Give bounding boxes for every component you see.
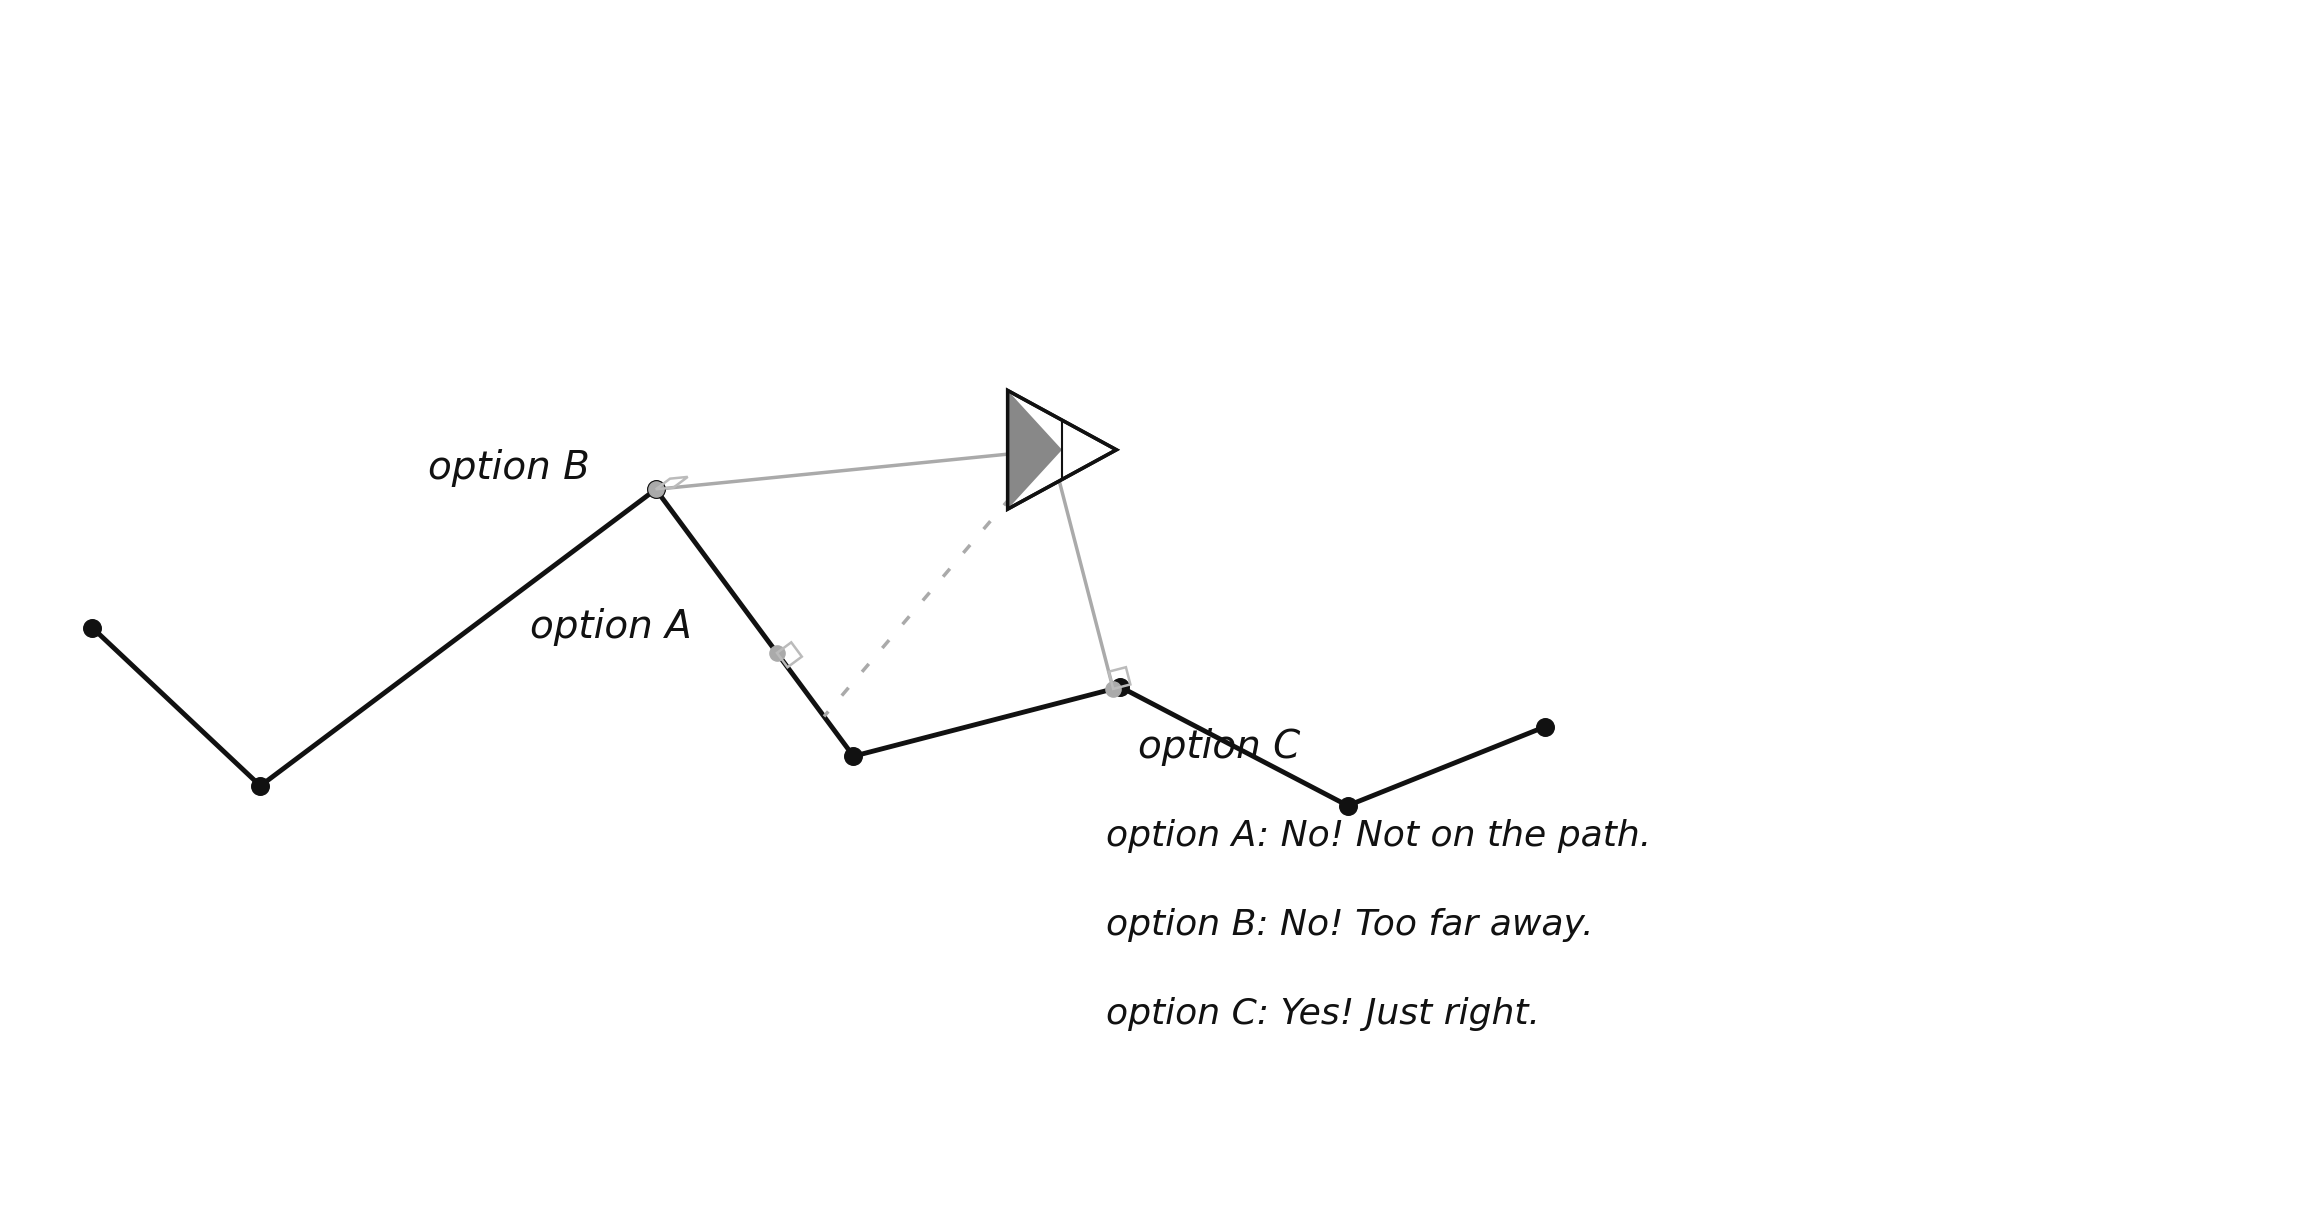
Point: [1329, 796, 1366, 815]
Point: [1101, 678, 1138, 697]
Text: option B: No! Too far away.: option B: No! Too far away.: [1106, 908, 1594, 942]
Text: option B: option B: [429, 449, 590, 488]
Point: [638, 480, 675, 499]
Point: [74, 618, 111, 638]
Point: [1094, 679, 1131, 698]
Text: option C: Yes! Just right.: option C: Yes! Just right.: [1106, 997, 1541, 1030]
Polygon shape: [1007, 390, 1062, 509]
Point: [242, 777, 279, 796]
Point: [758, 643, 795, 662]
Point: [834, 747, 871, 766]
Text: option C: option C: [1138, 728, 1299, 766]
Point: [1528, 716, 1564, 736]
Text: option A: No! Not on the path.: option A: No! Not on the path.: [1106, 819, 1652, 853]
Polygon shape: [1007, 390, 1117, 509]
Text: option A: option A: [530, 608, 691, 646]
Point: [638, 480, 675, 499]
